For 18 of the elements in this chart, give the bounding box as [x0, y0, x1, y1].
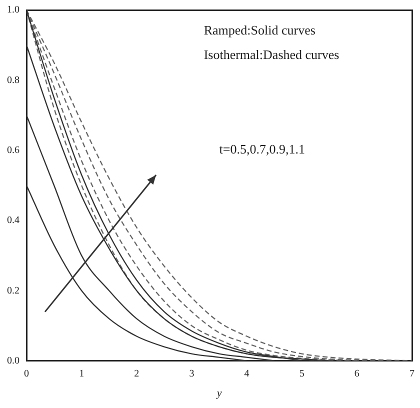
x-tick-label: 0	[24, 368, 29, 380]
annotation: Ramped:Solid curves	[204, 22, 316, 38]
y-tick-label: 0.8	[7, 74, 20, 86]
x-tick-label: 2	[134, 368, 140, 380]
x-tick-label: 5	[299, 368, 304, 380]
x-tick-label: 7	[410, 368, 414, 380]
y-tick-label: 1.0	[7, 4, 20, 16]
y-tick-label: 0.0	[7, 355, 20, 366]
y-tick-label: 0.6	[7, 144, 20, 156]
annotation: t=0.5,0.7,0.9,1.1	[219, 142, 305, 157]
y-tick-label: 0.4	[7, 215, 20, 226]
x-tick-label: 6	[354, 368, 360, 380]
annotation: Isothermal:Dashed curves	[204, 47, 340, 62]
x-tick-label: 1	[79, 368, 84, 380]
x-tick-label: 4	[244, 368, 250, 380]
x-axis-title: y	[216, 387, 222, 400]
x-tick-label: 3	[189, 368, 194, 380]
y-tick-label: 0.2	[7, 285, 20, 296]
